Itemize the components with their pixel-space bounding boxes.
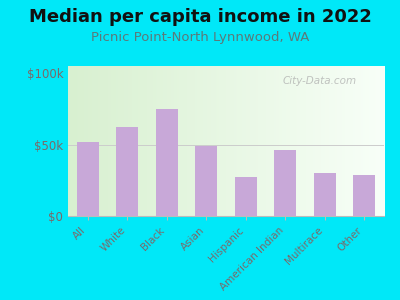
Bar <box>353 175 375 216</box>
Bar <box>235 177 257 216</box>
Text: City-Data.com: City-Data.com <box>283 76 357 86</box>
Bar <box>314 173 336 216</box>
Bar <box>116 128 138 216</box>
Bar <box>156 109 178 216</box>
Bar <box>274 150 296 216</box>
Bar <box>195 146 217 216</box>
Text: Picnic Point-North Lynnwood, WA: Picnic Point-North Lynnwood, WA <box>91 32 309 44</box>
Text: Median per capita income in 2022: Median per capita income in 2022 <box>28 8 372 26</box>
Bar <box>77 142 99 216</box>
